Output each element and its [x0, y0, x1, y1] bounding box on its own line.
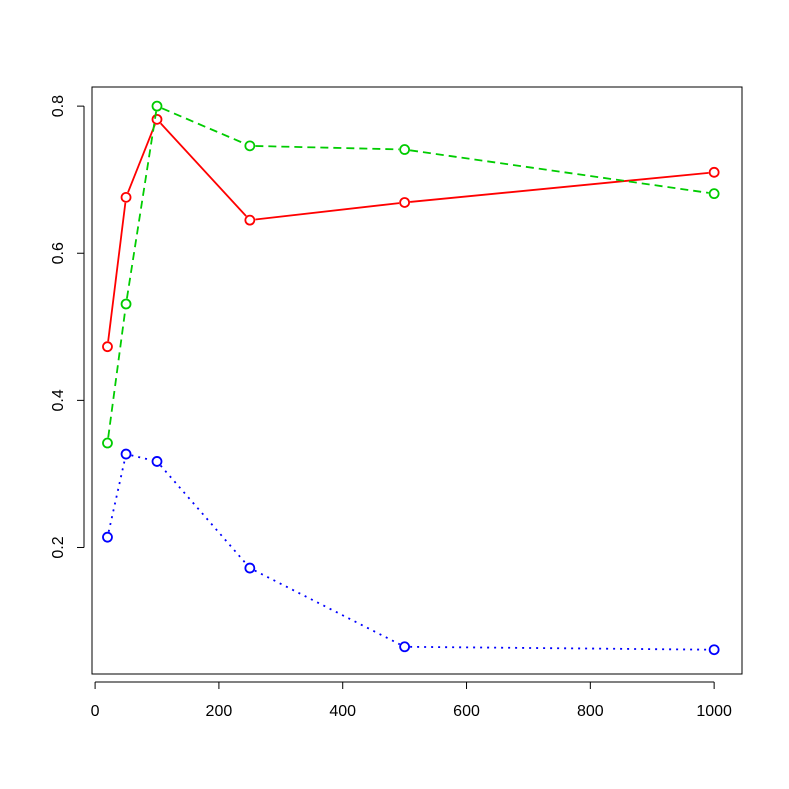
- x-tick-label: 800: [577, 703, 604, 720]
- series-2-segment: [161, 107, 246, 145]
- series-1-point: [708, 166, 720, 178]
- series-1: [102, 113, 720, 353]
- series-2-point: [399, 144, 411, 155]
- series-3-segment: [410, 645, 709, 651]
- series-3-point: [399, 641, 411, 653]
- y-tick-label: 0.8: [50, 95, 67, 117]
- x-tick-label: 200: [206, 703, 233, 720]
- series-2-point: [120, 298, 132, 310]
- series-1-segment: [160, 122, 247, 217]
- series-3-segment: [159, 464, 247, 565]
- series-1-point: [244, 214, 256, 226]
- series-2-segment: [126, 111, 158, 299]
- x-tick-label: 400: [329, 703, 356, 720]
- series-3-point: [151, 456, 163, 467]
- series-3-point: [120, 448, 132, 460]
- plot-frame: [91, 86, 743, 675]
- series-2: [102, 100, 720, 449]
- series-1-point: [399, 197, 411, 208]
- series-3: [102, 448, 720, 656]
- series-2-segment: [255, 145, 400, 151]
- series-layer: [102, 100, 720, 656]
- series-1-segment: [255, 202, 400, 221]
- series-1-point: [120, 191, 132, 203]
- x-axis: 0 200 400 600 800 1000: [91, 681, 732, 720]
- y-tick-label: 0.6: [50, 242, 67, 264]
- series-1-point: [102, 341, 113, 353]
- series-2-segment: [107, 309, 127, 438]
- series-2-point: [151, 100, 163, 112]
- series-2-segment: [409, 149, 709, 194]
- series-1-point: [151, 113, 163, 125]
- series-1-segment: [107, 202, 127, 342]
- x-tick-label: 600: [453, 703, 480, 720]
- series-3-point: [244, 562, 256, 574]
- series-2-point: [708, 188, 720, 200]
- series-3-point: [102, 531, 113, 543]
- series-1-segment: [127, 124, 156, 193]
- series-1-segment: [410, 171, 709, 203]
- y-axis: 0.2 0.4 0.6 0.8: [50, 95, 85, 559]
- x-tick-label: 1000: [696, 703, 732, 720]
- series-2-point: [102, 437, 113, 449]
- series-2-point: [244, 140, 256, 152]
- series-3-point: [708, 644, 720, 656]
- x-tick-label: 0: [91, 703, 100, 720]
- y-tick-label: 0.2: [50, 536, 67, 558]
- y-tick-label: 0.4: [50, 389, 67, 411]
